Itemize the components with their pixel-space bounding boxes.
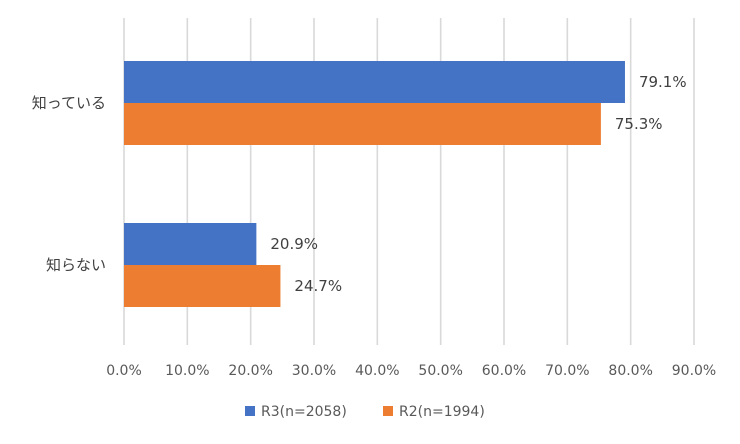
- x-tick-label: 70.0%: [545, 363, 589, 379]
- category-label: 知らない: [46, 256, 106, 274]
- x-axis-tick-labels: 0.0% 10.0% 20.0% 30.0% 40.0% 50.0% 60.0% 70.0% 8…: [106, 363, 716, 379]
- x-tick-label: 30.0%: [292, 363, 336, 379]
- x-tick-label: 50.0%: [418, 363, 462, 379]
- legend: R3(n=2058) R2(n=1994): [245, 404, 485, 420]
- x-tick-label: 90.0%: [672, 363, 716, 379]
- x-tick-label: 60.0%: [482, 363, 526, 379]
- data-label: 75.3%: [615, 115, 663, 133]
- bar: [124, 61, 625, 103]
- bar: [124, 103, 601, 145]
- x-tick-label: 20.0%: [228, 363, 272, 379]
- legend-label: R2(n=1994): [399, 404, 485, 420]
- bar: [124, 223, 257, 265]
- legend-swatch: [383, 406, 393, 416]
- x-tick-label: 40.0%: [355, 363, 399, 379]
- data-label: 20.9%: [270, 235, 318, 253]
- bar: [124, 265, 281, 307]
- bars: [124, 61, 625, 307]
- x-tick-label: 0.0%: [106, 363, 142, 379]
- x-tick-label: 80.0%: [608, 363, 652, 379]
- data-label: 24.7%: [294, 277, 342, 295]
- category-label: 知っている: [32, 94, 106, 112]
- data-label: 79.1%: [639, 73, 687, 91]
- legend-swatch: [245, 406, 255, 416]
- legend-label: R3(n=2058): [261, 404, 347, 420]
- data-labels: 79.1% 75.3% 20.9% 24.7%: [270, 73, 686, 295]
- x-tick-label: 10.0%: [165, 363, 209, 379]
